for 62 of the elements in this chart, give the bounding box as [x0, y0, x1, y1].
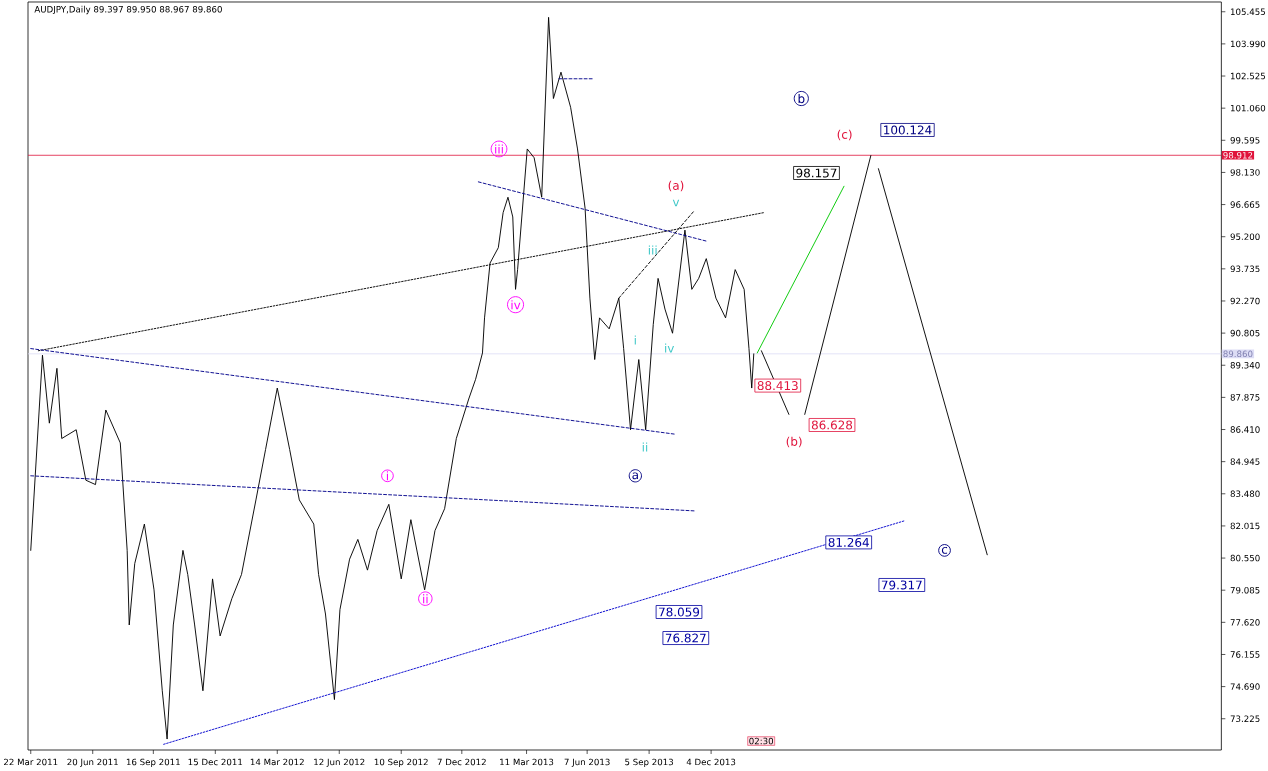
y-tick-label: 99.595 — [1230, 137, 1260, 144]
annotation: v — [672, 199, 680, 207]
annotation: 86.628 — [811, 420, 853, 430]
y-tick-label: 98.130 — [1230, 169, 1260, 176]
y-tick-label: 105.455 — [1230, 8, 1265, 16]
y-tick-label: 83.480 — [1230, 490, 1260, 498]
annotation: 98.157 — [796, 168, 837, 178]
annotation: 100.124 — [884, 125, 932, 135]
x-tick-label: 5 Sep 2013 — [625, 758, 674, 767]
annotation: iii — [495, 144, 503, 154]
annotation: b — [798, 93, 805, 104]
y-tick-label: 86.410 — [1230, 426, 1260, 433]
annotation: 78.059 — [659, 607, 700, 617]
annotation: (a) — [668, 180, 684, 192]
annotation: (b) — [786, 436, 802, 448]
annotation: i — [634, 335, 636, 345]
y-tick-label: 87.875 — [1230, 394, 1260, 401]
x-tick-label: 15 Dec 2011 — [188, 758, 243, 766]
y-tick-label: 74.690 — [1230, 683, 1260, 690]
x-tick-label: 16 Sep 2011 — [126, 758, 180, 767]
annotation: ii — [642, 442, 648, 452]
y-tick-label: 89.340 — [1230, 361, 1260, 369]
y-tick-label: 84.945 — [1230, 458, 1260, 465]
ref-line-label: 98.912 — [1223, 152, 1253, 159]
x-tick-label: 14 Mar 2012 — [250, 758, 304, 766]
ref-line-label: 89.860 — [1223, 350, 1253, 358]
y-tick-label: 90.805 — [1230, 329, 1260, 337]
y-tick-label: 79.085 — [1230, 586, 1260, 594]
y-tick-label: 96.665 — [1230, 201, 1260, 208]
annotation: a — [632, 472, 638, 480]
annotation: i — [386, 471, 388, 481]
annotation: ii — [423, 594, 428, 604]
annotation: 81.264 — [828, 537, 869, 547]
x-tick-label: 7 Jun 2013 — [564, 758, 610, 767]
y-tick-label: 102.525 — [1230, 72, 1265, 80]
y-tick-label: 92.270 — [1230, 297, 1260, 305]
annotation: iv — [511, 300, 521, 310]
y-tick-label: 95.200 — [1230, 233, 1260, 240]
x-tick-label: 20 Jun 2011 — [67, 758, 118, 767]
y-tick-label: 101.060 — [1230, 104, 1266, 112]
annotation: iii — [648, 245, 657, 255]
x-tick-label: 10 Sep 2012 — [374, 758, 428, 767]
x-tick-label: 11 Mar 2013 — [500, 758, 554, 766]
annotation: 02:30 — [749, 737, 774, 745]
x-tick-label: 22 Mar 2011 — [4, 758, 58, 766]
x-tick-label: 4 Dec 2013 — [686, 758, 736, 766]
y-tick-label: 82.015 — [1230, 522, 1260, 530]
y-tick-label: 93.735 — [1230, 265, 1260, 273]
y-tick-label: 77.620 — [1230, 619, 1260, 626]
annotation: 88.413 — [757, 381, 798, 391]
y-tick-label: 76.155 — [1230, 651, 1260, 658]
annotation: 76.827 — [665, 633, 706, 643]
annotation: iv — [665, 343, 675, 353]
y-tick-label: 103.990 — [1230, 40, 1266, 48]
annotation: (c) — [837, 129, 852, 141]
chart-title: AUDJPY,Daily 89.397 89.950 88.967 89.860 — [34, 5, 222, 15]
y-tick-label: 73.225 — [1230, 715, 1260, 723]
x-tick-label: 7 Dec 2012 — [437, 758, 486, 766]
annotation: c — [941, 546, 948, 554]
annotation: 79.317 — [881, 580, 922, 590]
x-tick-label: 12 Jun 2012 — [314, 758, 365, 767]
y-tick-label: 80.550 — [1230, 554, 1260, 562]
